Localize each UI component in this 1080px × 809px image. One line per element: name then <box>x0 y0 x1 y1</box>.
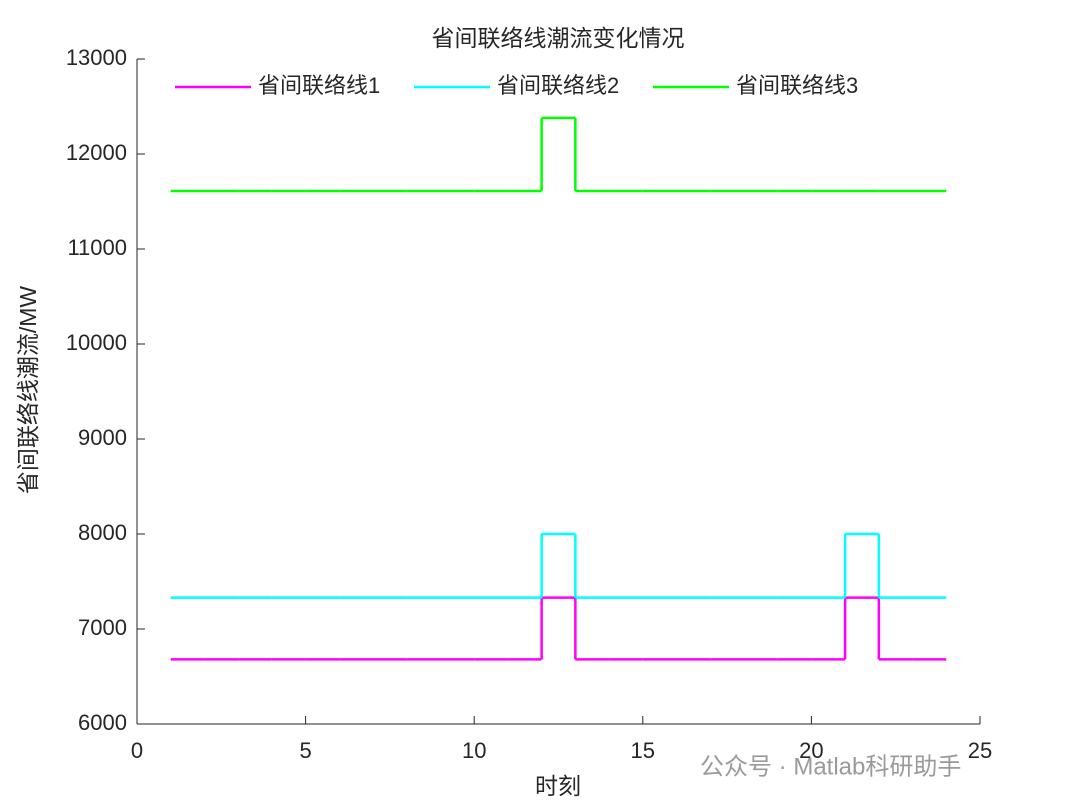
watermark: 公众号 · Matlab科研助手 <box>700 753 961 780</box>
y-tick-label: 10000 <box>66 330 127 355</box>
legend-label: 省间联络线2 <box>497 73 619 98</box>
y-tick-label: 7000 <box>78 615 127 640</box>
x-tick-label: 25 <box>968 738 992 763</box>
x-tick-label: 0 <box>131 738 143 763</box>
legend-label: 省间联络线3 <box>736 73 858 98</box>
x-tick-label: 20 <box>799 738 823 763</box>
x-axis-label: 时刻 <box>535 773 581 799</box>
chart-title: 省间联络线潮流变化情况 <box>432 25 685 51</box>
y-tick-label: 12000 <box>66 140 127 165</box>
y-tick-label: 6000 <box>78 710 127 735</box>
y-tick-label: 9000 <box>78 425 127 450</box>
y-tick-label: 11000 <box>67 235 127 260</box>
y-axis-label: 省间联络线潮流/MW <box>15 286 41 495</box>
x-tick-label: 15 <box>631 738 655 763</box>
x-tick-label: 5 <box>299 738 311 763</box>
y-tick-label: 8000 <box>78 520 127 545</box>
x-tick-label: 10 <box>462 738 486 763</box>
y-tick-label: 13000 <box>66 45 127 70</box>
legend-label: 省间联络线1 <box>258 73 380 98</box>
